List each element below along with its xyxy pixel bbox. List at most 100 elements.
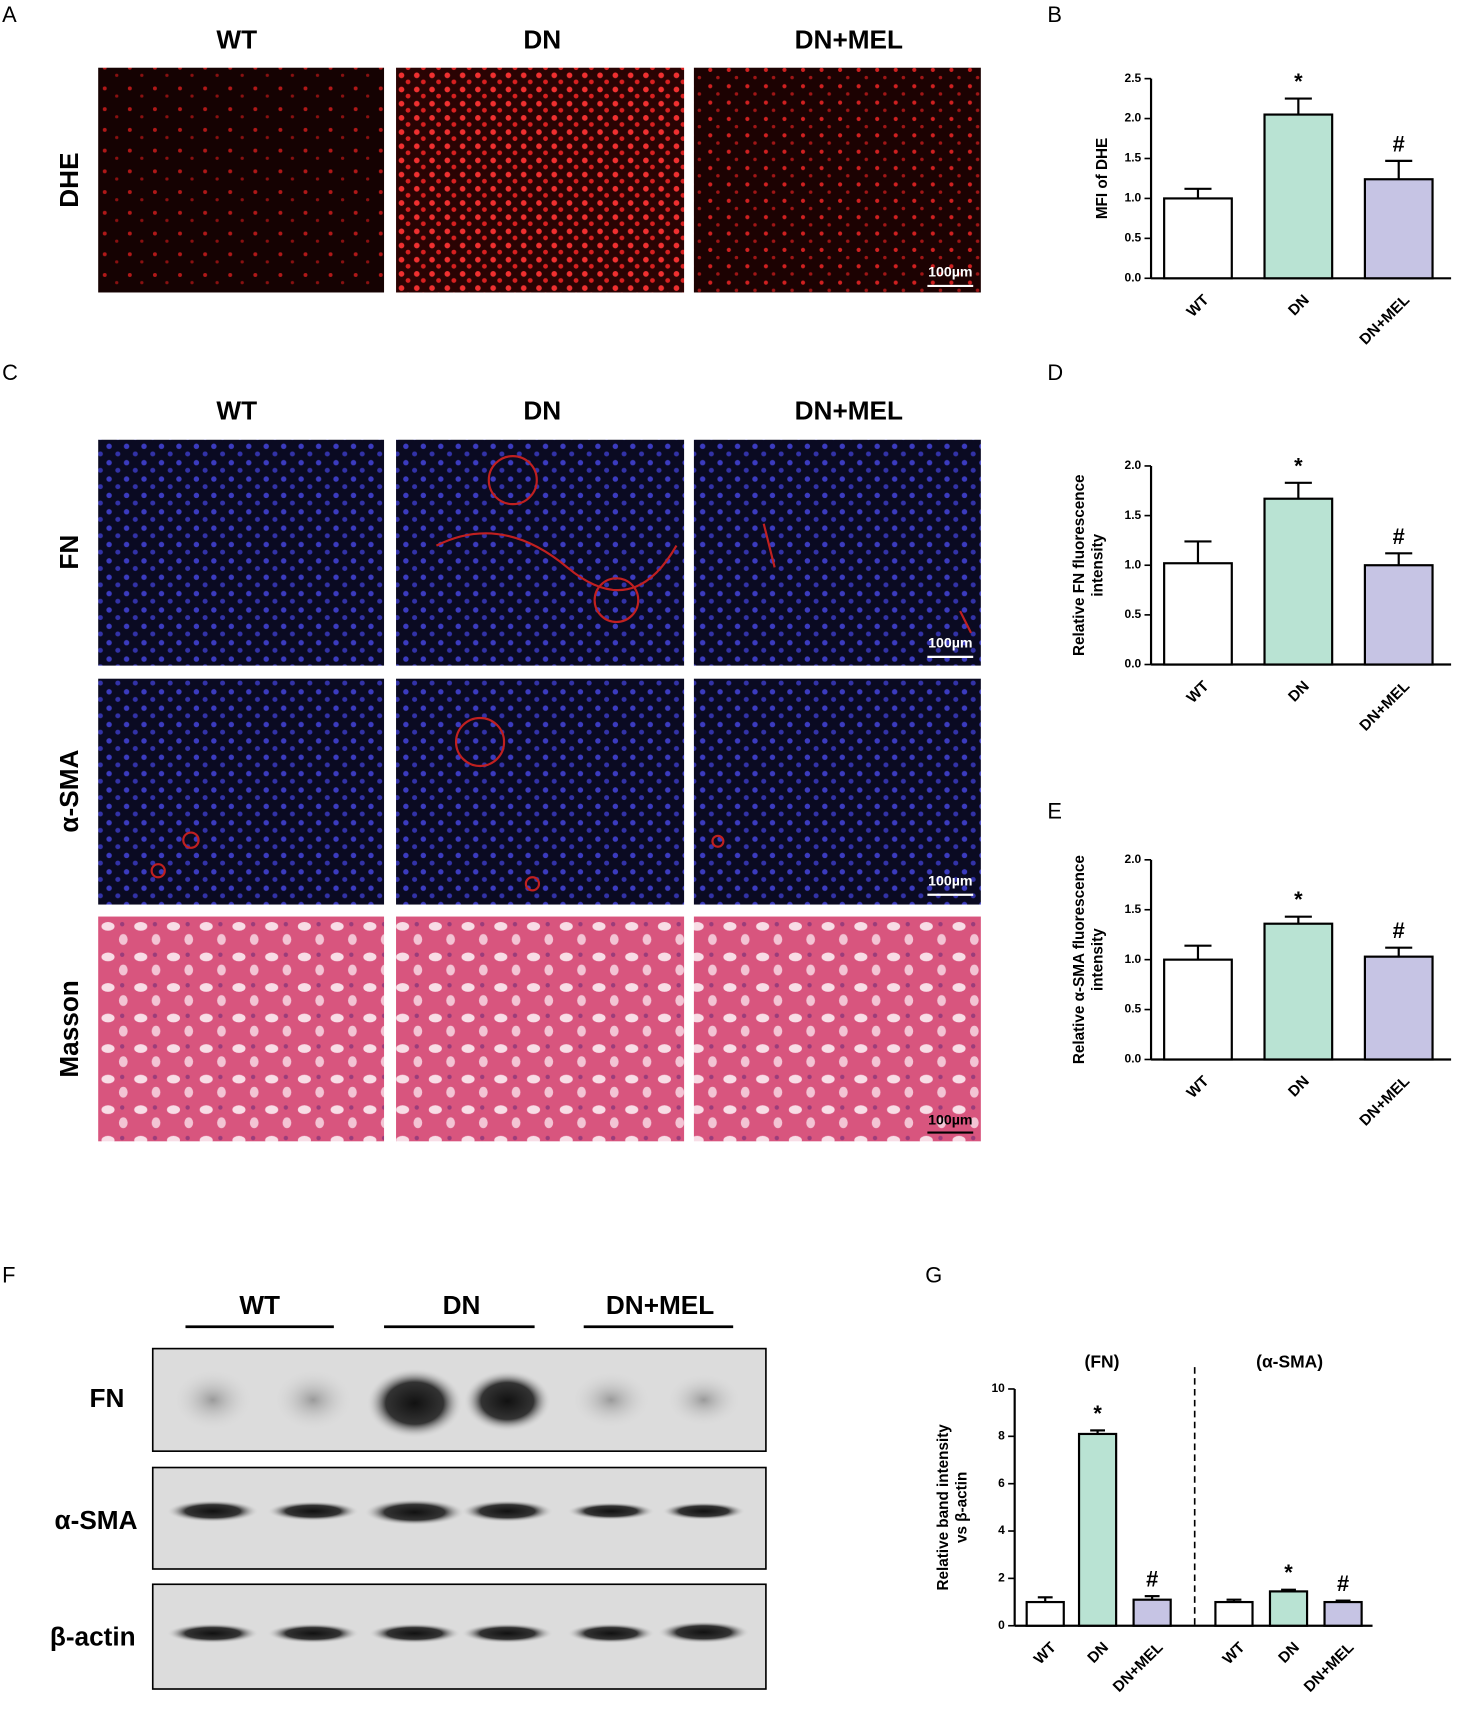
panel-letter: F	[2, 1262, 15, 1287]
image	[396, 916, 685, 1142]
significance: #	[1393, 131, 1405, 156]
significance: *	[1294, 69, 1303, 94]
image	[98, 439, 385, 666]
micrographs	[98, 67, 981, 1142]
y-axis-label: intensity	[1090, 928, 1107, 991]
bar	[1263, 922, 1334, 1061]
y-tick-label: 0.5	[1125, 1002, 1142, 1016]
x-tick-label: DN	[1285, 292, 1313, 320]
y-axis-label: Relative FN fluorescence	[1071, 474, 1088, 656]
fn-bands	[173, 1368, 741, 1439]
y-tick-label: 1.0	[1125, 191, 1142, 205]
significance: *	[1093, 1401, 1102, 1426]
y-tick-label: 8	[998, 1428, 1005, 1442]
y-tick-label: 1.0	[1125, 557, 1142, 571]
x-tick-label: WT	[1031, 1639, 1060, 1668]
column-headers: WT DN DN+MEL WT DN DN+MEL WT DN DN+MEL D…	[50, 24, 903, 1651]
y-tick-label: 2.0	[1125, 458, 1142, 472]
significance: #	[1393, 524, 1405, 549]
x-tick-label: WT	[1184, 1072, 1213, 1101]
y-tick-label: 2	[998, 1571, 1005, 1585]
y-tick-label: 2.0	[1125, 852, 1142, 866]
x-tick-label: DN+MEL	[1356, 1073, 1413, 1130]
y-tick-label: 1.5	[1125, 902, 1142, 916]
group-label: (α-SMA)	[1256, 1351, 1323, 1371]
image	[693, 67, 981, 293]
panel-letter: A	[2, 2, 17, 27]
row-label: DHE	[54, 152, 84, 207]
column-header: DN+MEL	[795, 24, 903, 54]
significance: *	[1294, 887, 1303, 912]
y-tick-label: 0.0	[1125, 657, 1142, 671]
fn-stain	[435, 455, 973, 634]
row-label: α-SMA	[54, 750, 84, 833]
column-header: WT	[239, 1290, 280, 1320]
significance: *	[1284, 1560, 1293, 1585]
y-tick-label: 0.5	[1125, 231, 1142, 245]
sma-bands	[166, 1499, 746, 1526]
y-tick-label: 2.0	[1125, 111, 1142, 125]
image	[396, 439, 685, 666]
image	[693, 678, 981, 905]
bar	[1263, 113, 1334, 280]
panel-letter: E	[1047, 799, 1062, 824]
bar	[1363, 178, 1434, 280]
y-axis-label: MFI of DHE	[1094, 138, 1111, 219]
bar	[1214, 1600, 1254, 1627]
bar	[1132, 1598, 1172, 1627]
bar	[1077, 1432, 1118, 1627]
western-blot	[151, 1325, 767, 1690]
y-axis-label: vs β-actin	[953, 1472, 970, 1543]
significance: #	[1393, 918, 1405, 943]
bar	[1323, 1600, 1363, 1627]
significance: *	[1294, 453, 1303, 478]
y-tick-label: 0.0	[1125, 1052, 1142, 1066]
bar	[1268, 1590, 1309, 1627]
charts: B 0.0 0.5 1.0 1.5 2.0 2.5 MFI of DHE WT * DN # DN+ME…	[925, 2, 1452, 1696]
image	[396, 678, 685, 905]
y-axis-label: Relative band intensity	[935, 1424, 952, 1591]
x-tick-label: DN+MEL	[1110, 1639, 1167, 1696]
image	[693, 439, 981, 666]
row-label: α-SMA	[55, 1505, 138, 1535]
y-tick-label: 1.5	[1125, 151, 1142, 165]
sma-stain	[150, 716, 725, 892]
image	[693, 916, 981, 1142]
y-tick-label: 2.5	[1125, 71, 1142, 85]
x-tick-label: DN	[1285, 678, 1313, 706]
y-tick-label: 4	[998, 1523, 1005, 1537]
actin-bands	[166, 1621, 750, 1644]
significance: #	[1146, 1567, 1158, 1592]
panel-letters: A C F	[2, 2, 18, 1287]
bar	[1163, 562, 1233, 666]
column-header: WT	[216, 24, 257, 54]
y-tick-label: 10	[991, 1381, 1005, 1395]
scale-label: 100µm	[928, 636, 972, 652]
scale-bars	[927, 284, 974, 896]
bar	[1163, 958, 1233, 1061]
x-tick-label: DN+MEL	[1356, 292, 1413, 349]
bar	[1363, 564, 1434, 666]
image	[98, 67, 385, 293]
y-axis-label: intensity	[1090, 533, 1107, 596]
y-axis-label: Relative α-SMA fluorescence	[1071, 855, 1088, 1064]
row-label: FN	[54, 535, 84, 570]
scale-label: 100µm	[928, 873, 972, 889]
bar	[1163, 197, 1233, 280]
panel-letter: D	[1047, 360, 1063, 385]
x-tick-label: DN+MEL	[1356, 678, 1413, 735]
bar	[1263, 497, 1334, 666]
image	[396, 67, 685, 293]
bar	[1363, 955, 1434, 1061]
image	[98, 916, 385, 1142]
row-label: β-actin	[50, 1622, 136, 1652]
group-label: (FN)	[1085, 1351, 1120, 1371]
image	[98, 678, 385, 905]
y-tick-label: 1.0	[1125, 952, 1142, 966]
y-tick-label: 0.0	[1125, 270, 1142, 284]
x-tick-label: DN	[1275, 1639, 1303, 1667]
y-tick-label: 1.5	[1125, 508, 1142, 522]
column-header: WT	[216, 395, 257, 425]
